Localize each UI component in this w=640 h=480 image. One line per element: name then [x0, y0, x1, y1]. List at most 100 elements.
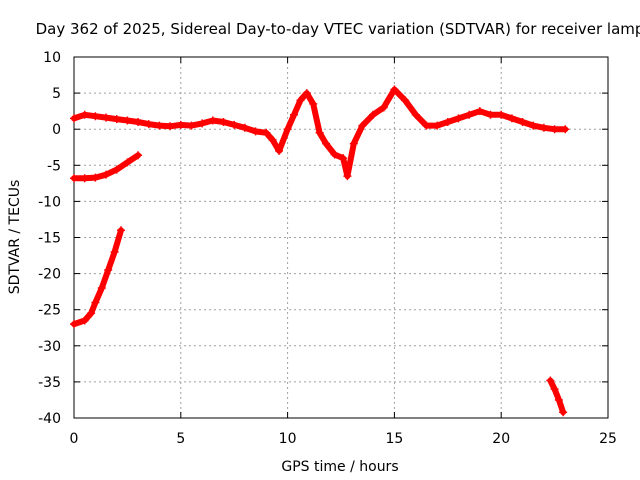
y-tick-label: -40	[38, 411, 61, 427]
data-point	[155, 121, 164, 130]
data-point	[187, 121, 196, 130]
data-point	[518, 117, 527, 126]
data-point	[379, 103, 388, 112]
data-point	[343, 172, 352, 181]
data-point	[240, 123, 249, 132]
data-point	[87, 309, 96, 318]
data-point	[80, 316, 89, 325]
data-point	[80, 174, 89, 183]
y-tick-label: -30	[38, 339, 61, 355]
data-point	[176, 120, 185, 129]
data-point	[104, 265, 113, 274]
y-tick-label: 10	[43, 50, 61, 66]
y-tick-label: -15	[38, 231, 61, 247]
data-point	[546, 376, 555, 385]
data-point	[443, 117, 452, 126]
y-axis-ticks: 10 5 0 -5 -10 -15 -20 -25 -30 -35 -40	[38, 50, 608, 427]
y-tick-label: -20	[38, 267, 61, 283]
data-point	[497, 110, 506, 119]
data-point	[330, 150, 339, 159]
data-point	[539, 123, 548, 132]
data-point	[315, 128, 324, 137]
data-point	[275, 146, 284, 155]
series-group	[70, 85, 570, 417]
data-point	[339, 154, 348, 163]
data-point	[262, 128, 271, 137]
data-point	[507, 114, 516, 123]
data-point	[550, 385, 559, 394]
data-point	[102, 113, 111, 122]
chart-title: Day 362 of 2025, Sidereal Day-to-day VTE…	[36, 20, 640, 38]
data-point	[369, 110, 378, 119]
data-point	[559, 408, 568, 417]
data-point	[112, 165, 121, 174]
data-point	[358, 121, 367, 130]
data-point	[230, 120, 239, 129]
data-point	[268, 136, 277, 145]
x-tick-label: 25	[599, 431, 617, 447]
data-point	[486, 110, 495, 119]
data-point	[422, 121, 431, 130]
data-point	[134, 117, 143, 126]
series-line	[71, 227, 124, 328]
data-point	[309, 99, 318, 108]
data-point	[433, 121, 442, 130]
series-line	[547, 377, 567, 416]
data-point	[302, 89, 311, 98]
data-point	[283, 125, 292, 134]
data-point	[529, 121, 538, 130]
x-tick-label: 20	[492, 431, 510, 447]
data-point	[134, 151, 143, 160]
x-axis-ticks: 0 5 10 15 20 25	[70, 57, 617, 447]
y-tick-label: 5	[52, 86, 61, 102]
x-tick-label: 15	[385, 431, 403, 447]
data-point	[322, 139, 331, 148]
y-tick-label: -35	[38, 375, 61, 391]
data-point	[465, 110, 474, 119]
data-point	[102, 170, 111, 179]
data-point	[251, 127, 260, 136]
data-point	[123, 116, 132, 125]
data-point	[411, 110, 420, 119]
data-point	[198, 119, 207, 128]
data-point	[401, 96, 410, 105]
data-point	[475, 107, 484, 116]
y-axis-label: SDTVAR / TECUs	[7, 180, 23, 295]
series-deep-negative-segment	[70, 226, 125, 329]
y-tick-label: -25	[38, 303, 61, 319]
data-point	[296, 96, 305, 105]
x-tick-label: 5	[176, 431, 185, 447]
y-tick-label: -5	[47, 158, 61, 174]
x-tick-label: 10	[279, 431, 297, 447]
data-point	[166, 122, 175, 131]
x-tick-label: 0	[70, 431, 79, 447]
data-point	[70, 174, 78, 183]
data-point	[454, 114, 463, 123]
y-tick-label: -10	[38, 194, 61, 210]
x-axis-label: GPS time / hours	[281, 459, 398, 475]
data-point	[110, 247, 119, 256]
data-point	[91, 112, 100, 121]
series-main-band	[70, 85, 570, 181]
data-point	[550, 125, 559, 134]
data-point	[208, 116, 217, 125]
data-point	[116, 226, 125, 235]
data-point	[91, 298, 100, 307]
data-point	[290, 110, 299, 119]
data-point	[554, 395, 563, 404]
data-point	[349, 139, 358, 148]
data-point	[80, 110, 89, 119]
series-negative-segment	[70, 151, 143, 183]
data-point	[561, 125, 570, 134]
data-point	[123, 158, 132, 167]
data-point	[144, 120, 153, 129]
series-late-negative-segment	[546, 376, 568, 417]
data-point	[91, 173, 100, 182]
data-point	[70, 114, 78, 123]
data-point	[390, 85, 399, 94]
data-point	[112, 115, 121, 124]
series-line	[71, 86, 569, 180]
grid	[74, 57, 608, 418]
y-tick-label: 0	[52, 122, 61, 138]
